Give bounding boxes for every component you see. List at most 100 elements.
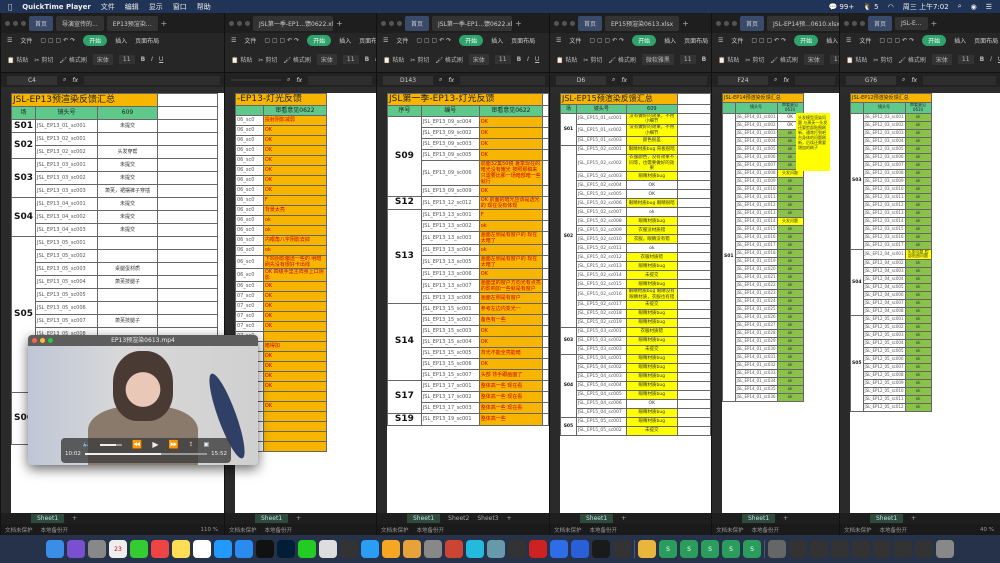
shot-id-cell[interactable]: JSL_EP12_03_sc002 <box>862 120 906 130</box>
sheet-title[interactable]: JSL第一季-EP13-灯光反馈 <box>386 93 544 106</box>
sheet-title[interactable]: JSL-EP12预渲染反馈汇总 <box>850 93 932 103</box>
tab-start[interactable]: 开始 <box>83 34 108 46</box>
feedback-cell[interactable] <box>262 330 327 342</box>
shot-id-cell[interactable]: JSL_EP15_02_sc009 <box>575 225 627 236</box>
shot-id-cell[interactable]: JSL_EP15_02_sc019 <box>575 318 627 329</box>
feedback-cell[interactable]: 眼睛材质bug 眼睛没有眼睛材质，衣服也有错 <box>625 288 678 302</box>
feedback-cell[interactable]: ok <box>776 392 804 402</box>
font-size-select[interactable]: 11 <box>342 55 359 64</box>
dock-icon-siri[interactable] <box>67 540 85 558</box>
cut-button[interactable]: ✂ 剪切 <box>745 57 765 64</box>
quick-access-icons[interactable]: ▢ ▢ ▢ ↶ ↷ <box>879 36 915 44</box>
siri-icon[interactable]: ◉ <box>970 2 977 11</box>
feedback-cell[interactable]: 未提交 <box>97 171 158 185</box>
shot-id-cell[interactable]: JSL_EP15_03_sc001 <box>575 327 627 338</box>
feedback-cell[interactable] <box>262 440 327 452</box>
feedback-cell[interactable]: ok <box>904 136 932 146</box>
shot-id-cell[interactable]: JSL_EP14_01_sc016 <box>734 232 778 242</box>
sheet-title[interactable]: JSL-EP14预渲染反馈汇总 <box>722 93 804 103</box>
feedback-cell[interactable]: ok <box>776 200 804 210</box>
feedback-cell[interactable]: 衣服，眼睛没有错 <box>625 234 678 245</box>
format-painter-button[interactable]: 🖌 格式刷 <box>898 57 926 64</box>
feedback-cell[interactable]: ok <box>904 128 932 138</box>
feedback-cell[interactable]: 没有做好的效果，不用小细节 <box>625 112 678 126</box>
cell[interactable] <box>157 132 218 146</box>
feedback-cell[interactable]: 衣服材质错 <box>625 252 678 263</box>
shot-id-cell[interactable]: JSL_EP13_05_sc004 <box>35 275 98 289</box>
menu-icon[interactable]: ☰ <box>556 36 562 44</box>
feedback-cell[interactable]: 整体高一些 现在看 <box>478 379 544 392</box>
feedback-cell[interactable]: ok <box>904 200 932 210</box>
zoom-icon[interactable]: ⌕ <box>612 76 616 83</box>
bold-button[interactable]: B <box>364 56 370 63</box>
column-header[interactable]: 序号 <box>387 104 422 117</box>
menu-icon[interactable]: ☰ <box>383 36 389 44</box>
shot-id-cell[interactable]: JSL_EP14_01_sc027 <box>734 320 778 330</box>
menu-icon[interactable]: ☰ <box>846 36 852 44</box>
dock-icon-quicktime-player[interactable] <box>613 540 631 558</box>
zoom-button[interactable] <box>570 20 575 26</box>
shot-id-cell[interactable]: JSL_EP13_15_sc005 <box>420 346 480 359</box>
font-select[interactable]: 宋体 <box>803 54 824 65</box>
scene-cell[interactable]: S01 <box>11 119 36 133</box>
feedback-cell[interactable]: 头发问题 <box>776 216 804 226</box>
feedback-cell[interactable]: 画面左侧是有窗户的 现在太暗了 <box>478 254 544 269</box>
cut-button[interactable]: ✂ 剪切 <box>583 57 603 64</box>
cell[interactable] <box>676 103 711 114</box>
cell[interactable] <box>157 145 218 159</box>
feedback-cell[interactable]: OK <box>262 350 327 362</box>
cut-button[interactable]: ✂ 剪切 <box>258 57 278 64</box>
tab-start[interactable]: 开始 <box>459 34 484 46</box>
cell[interactable] <box>542 195 549 210</box>
feedback-cell[interactable]: OK <box>625 189 678 200</box>
doc-tab[interactable]: JSL第一季-EP1...馈0622.xlsx <box>253 15 333 31</box>
feedback-cell[interactable]: 眼睛材质bug <box>625 216 678 227</box>
cell[interactable] <box>542 93 549 106</box>
scene-cell[interactable]: S02 <box>560 145 577 329</box>
quick-access-icons[interactable]: ▢ ▢ ▢ ↶ ↷ <box>264 36 300 44</box>
shot-id-cell[interactable]: JSL_EP12_05_sc004 <box>862 339 906 349</box>
feedback-cell[interactable]: OK <box>262 164 327 176</box>
dock-icon-video-editor[interactable] <box>571 540 589 558</box>
feedback-cell[interactable]: ok <box>904 355 932 365</box>
feedback-cell[interactable]: ok <box>904 267 932 277</box>
shot-id-cell[interactable]: JSL_EP12_04_sc004 <box>862 275 906 285</box>
zoom-button[interactable] <box>48 338 53 343</box>
feedback-cell[interactable]: ok <box>776 312 804 322</box>
doc-tab[interactable]: 首页 <box>868 15 893 31</box>
feedback-cell[interactable]: ok <box>904 299 932 309</box>
shot-id-cell[interactable]: JSL_EP13_09_sc002 <box>420 126 480 139</box>
shot-id-cell[interactable]: JSL_EP13_03_sc001 <box>35 158 98 172</box>
shot-id-cell[interactable]: JSL_EP12_03_sc004 <box>862 136 906 146</box>
cell[interactable] <box>676 279 711 290</box>
shot-id-cell[interactable]: JSL_EP15_02_sc010 <box>575 234 627 245</box>
feedback-cell[interactable]: ok <box>904 160 932 170</box>
dock-icon-window[interactable] <box>810 540 828 558</box>
zoom-button[interactable] <box>860 20 865 26</box>
doc-unprotected[interactable]: 文档未保护 <box>5 527 33 534</box>
add-sheet-button[interactable]: + <box>72 515 78 522</box>
file-menu[interactable]: 文件 <box>569 37 582 45</box>
shot-id-cell[interactable]: JSL_EP12_03_sc014 <box>862 216 906 226</box>
shot-id-cell[interactable]: JSL_EP13_15_sc001 <box>420 302 480 315</box>
feedback-cell[interactable] <box>262 390 327 402</box>
feedback-cell[interactable]: 眼睛材质bug <box>625 390 678 401</box>
menu-window[interactable]: 窗口 <box>168 2 187 11</box>
feedback-cell[interactable]: ok <box>904 323 932 333</box>
shot-id-cell[interactable]: JSL_EP12_03_sc009 <box>862 176 906 186</box>
shot-id-cell[interactable]: JSL_EP15_04_sc007 <box>575 408 627 419</box>
shot-id-cell[interactable]: JSL_EP14_01_sc002 <box>734 120 778 130</box>
cell[interactable] <box>676 171 711 182</box>
local-backup[interactable]: 本地备份开 <box>879 527 908 534</box>
tab-insert[interactable]: 插入 <box>954 37 967 45</box>
doc-tab[interactable]: 首页 <box>740 15 765 31</box>
feedback-cell[interactable]: 未提交 <box>97 119 158 133</box>
paste-button[interactable]: 📋 粘贴 <box>718 57 740 64</box>
feedback-cell[interactable]: ok <box>478 243 544 256</box>
shot-id-cell[interactable]: JSL_EP15_03_sc002 <box>575 336 627 347</box>
formula-input[interactable] <box>460 75 545 85</box>
shot-id-cell[interactable]: JSL_EP15_02_sc007 <box>575 207 627 218</box>
shot-id-cell[interactable]: JSL_EP13_02_sc002 <box>35 145 98 159</box>
shot-id-cell[interactable]: 06_sc0 <box>235 184 264 196</box>
cell[interactable] <box>542 184 549 197</box>
